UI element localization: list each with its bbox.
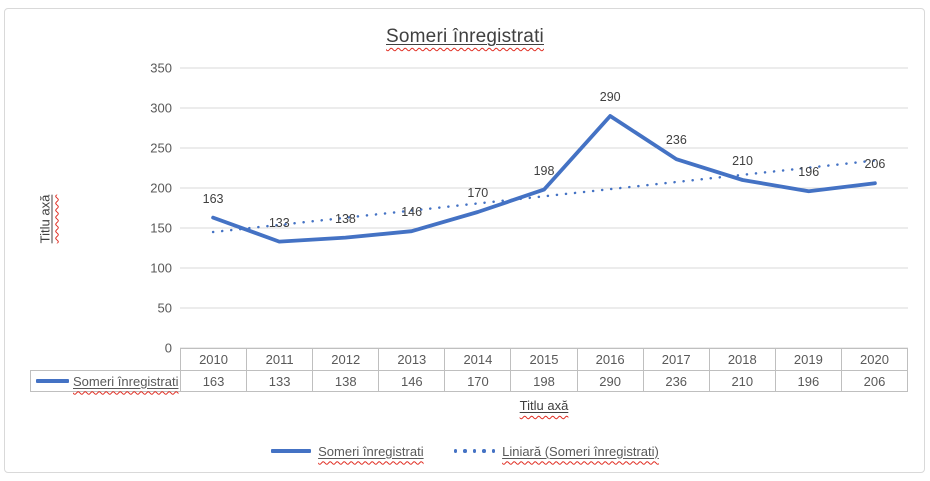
table-year-cell: 2010 <box>181 349 248 370</box>
trendline <box>211 159 877 234</box>
data-label: 290 <box>599 90 621 104</box>
y-tick-label: 50 <box>157 300 172 316</box>
y-tick-label: 350 <box>150 60 172 76</box>
series-key-line-icon <box>36 379 69 383</box>
table-value-cell: 290 <box>578 371 644 391</box>
data-label: 146 <box>401 205 423 220</box>
table-year-cell: 2012 <box>313 349 380 370</box>
table-row-label-cell: Someri înregistrati <box>31 371 181 391</box>
table-value-cell: 170 <box>445 371 512 391</box>
chart-frame <box>4 8 925 473</box>
legend-trendline-label: Liniară (Someri înregistrati) <box>502 443 659 459</box>
data-label: 163 <box>202 191 224 206</box>
y-tick-label: 100 <box>150 260 172 276</box>
table-header-row: 2010 2011 2012 2013 2014 2015 2016 2017 2018 2019… <box>180 348 909 370</box>
series-line <box>211 114 877 244</box>
table-value-cell: 198 <box>511 371 578 391</box>
y-tick-label: 200 <box>150 180 172 196</box>
y-tick-label: 250 <box>150 140 172 156</box>
data-label: 236 <box>665 133 687 148</box>
table-year-cell: 2015 <box>511 349 578 370</box>
table-value-cell: 146 <box>379 371 446 391</box>
legend-item-series: Someri înregistrati <box>271 443 424 459</box>
table-year-cell: 2017 <box>644 349 710 370</box>
table-value-cell: 236 <box>644 371 710 391</box>
solid-line-swatch-icon <box>271 449 312 453</box>
data-label: 198 <box>533 163 555 178</box>
table-value-cell: 210 <box>710 371 776 391</box>
table-value-cell: 206 <box>863 373 886 389</box>
table-year-cell: 2016 <box>578 349 644 370</box>
table-value-cell: 163 <box>181 371 248 391</box>
table-year-cell: 2019 <box>776 349 842 370</box>
data-label: 196 <box>798 165 820 180</box>
table-value-row: Someri înregistrati 163 133 138 146 170 198 29… <box>30 370 908 392</box>
table-row-label: Someri înregistrati <box>73 373 179 389</box>
table-year-cell: 2014 <box>445 349 512 370</box>
table-year-cell: 2011 <box>247 349 314 370</box>
table-value-cell: 138 <box>313 371 380 391</box>
table-year-cell: 2018 <box>710 349 776 370</box>
chart-title-text: Someri înregistrati <box>386 26 544 47</box>
data-label: 206 <box>864 157 886 172</box>
y-tick-label: 300 <box>150 100 172 116</box>
data-label: 170 <box>467 186 489 200</box>
y-tick-label: 150 <box>150 220 172 236</box>
data-label: 210 <box>732 154 753 168</box>
data-label: 133 <box>268 215 290 230</box>
table-year-cell: 2020 <box>842 349 909 370</box>
chart-title: Someri înregistrati <box>0 26 930 48</box>
table-value-cell: 196 <box>776 371 842 391</box>
dotted-line-swatch-icon <box>453 449 496 453</box>
x-axis-title-text: Titlu axă <box>519 398 569 413</box>
y-tick-label: 0 <box>164 340 172 356</box>
data-label: 138 <box>335 211 356 226</box>
table-value-cell: 133 <box>247 371 314 391</box>
legend-item-trendline: Liniară (Someri înregistrati) <box>453 443 659 459</box>
chart-legend: Someri înregistrati Liniară (Someri înre… <box>0 441 930 461</box>
x-axis-title: Titlu axă <box>180 398 908 413</box>
legend-series-label: Someri înregistrati <box>318 443 424 459</box>
table-year-cell: 2013 <box>379 349 446 370</box>
